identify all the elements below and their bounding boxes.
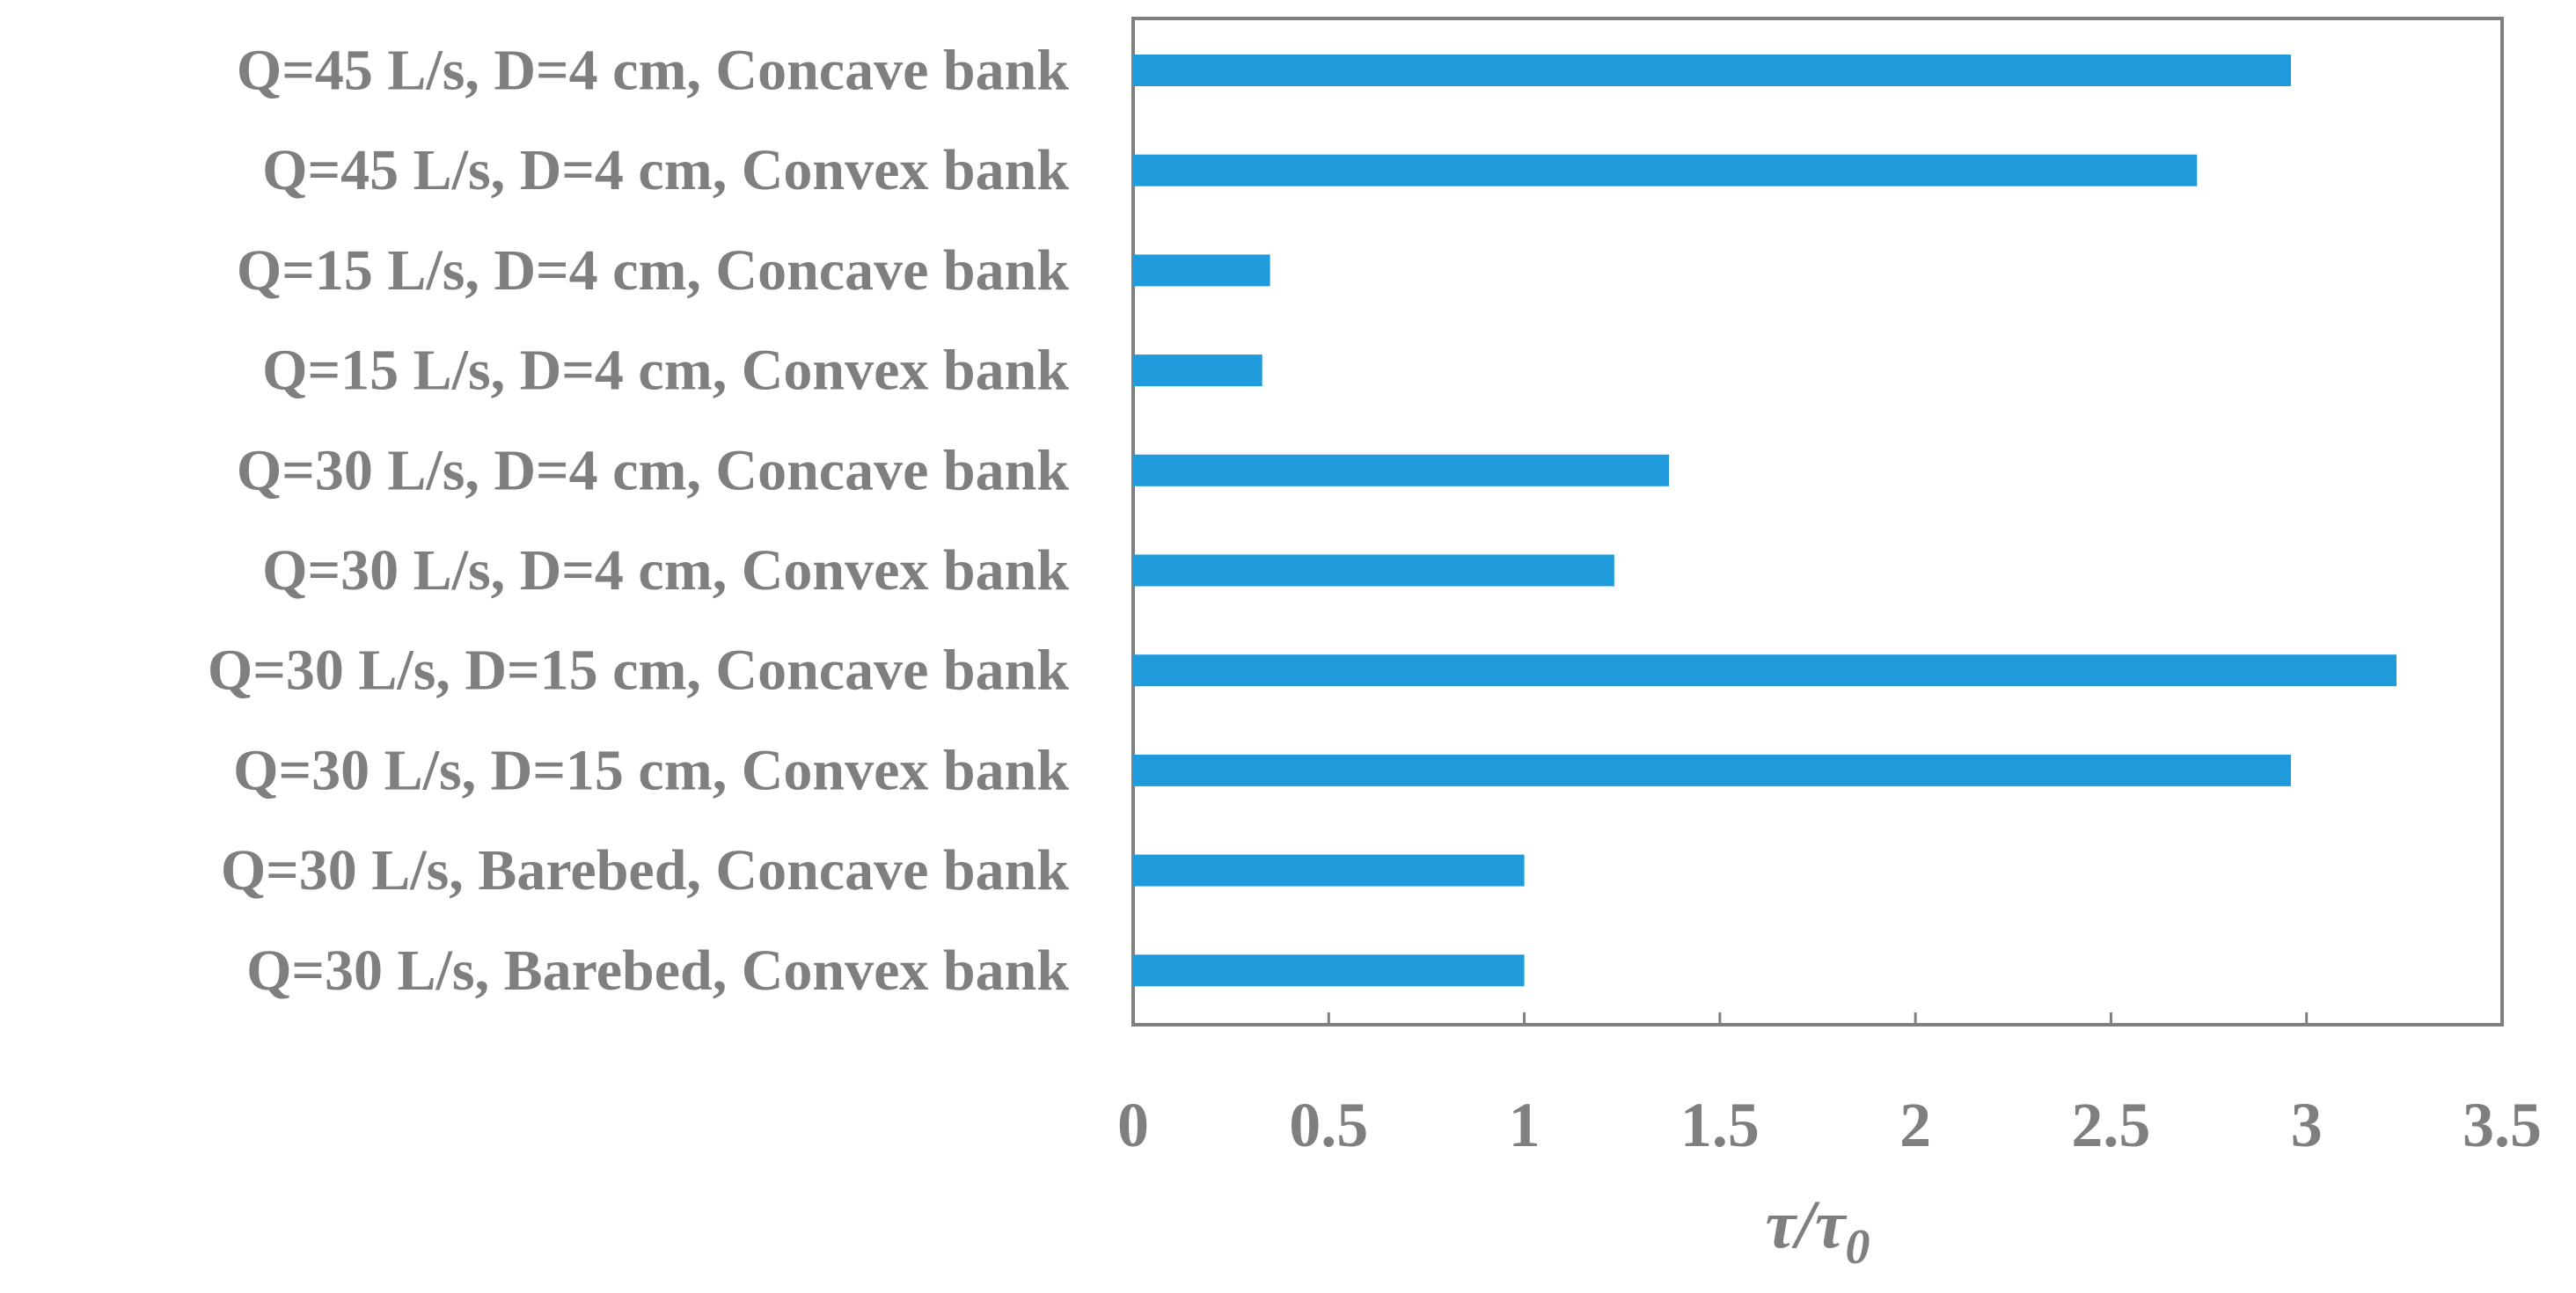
bar bbox=[1133, 954, 1525, 987]
bar bbox=[1133, 554, 1614, 587]
bar-series bbox=[1133, 55, 2397, 987]
bar bbox=[1133, 354, 1262, 387]
x-axis-tick-label: 1.5 bbox=[1680, 1090, 1760, 1160]
category-label: Q=30 L/s, Barebed, Convex bank bbox=[246, 939, 1069, 1003]
category-label: Q=30 L/s, D=4 cm, Concave bank bbox=[237, 438, 1069, 502]
x-axis-tick-labels: 0 0.5 1 1.5 2 2.5 3 3.5 bbox=[1117, 1090, 2542, 1160]
bar bbox=[1133, 454, 1670, 486]
category-label: Q=30 L/s, D=15 cm, Convex bank bbox=[233, 738, 1069, 802]
x-axis-tick-label: 2.5 bbox=[2071, 1090, 2150, 1160]
category-label: Q=30 L/s, Barebed, Concave bank bbox=[221, 838, 1069, 902]
x-axis-title-main: τ/τ bbox=[1766, 1186, 1848, 1262]
category-label: Q=45 L/s, D=4 cm, Convex bank bbox=[262, 138, 1069, 202]
x-axis-tick-label: 2 bbox=[1899, 1090, 1931, 1160]
bar bbox=[1133, 55, 2291, 86]
x-axis-tick-label: 0.5 bbox=[1289, 1090, 1368, 1160]
bar bbox=[1133, 254, 1270, 287]
plot-frame bbox=[1131, 17, 2504, 1026]
x-axis-tick-label: 0 bbox=[1117, 1090, 1149, 1160]
category-label: Q=30 L/s, D=15 cm, Concave bank bbox=[208, 639, 1069, 703]
x-axis-tick-label: 3.5 bbox=[2463, 1090, 2542, 1160]
bar bbox=[1133, 854, 1525, 887]
x-axis-tick-label: 3 bbox=[2291, 1090, 2323, 1160]
category-label: Q=45 L/s, D=4 cm, Concave bank bbox=[237, 39, 1069, 103]
bar bbox=[1133, 154, 2198, 186]
category-label: Q=30 L/s, D=4 cm, Convex bank bbox=[262, 538, 1069, 603]
x-axis-ticks bbox=[1131, 1012, 2504, 1025]
x-axis-title: τ/τ0 bbox=[1766, 1186, 1870, 1275]
x-axis-title-subscript: 0 bbox=[1845, 1220, 1870, 1275]
category-labels: Q=45 L/s, D=4 cm, Concave bank Q=45 L/s, … bbox=[208, 39, 1069, 1003]
category-label: Q=15 L/s, D=4 cm, Convex bank bbox=[262, 339, 1069, 403]
bar bbox=[1133, 654, 2397, 687]
category-label: Q=15 L/s, D=4 cm, Concave bank bbox=[237, 238, 1069, 303]
x-axis-tick-label: 1 bbox=[1509, 1090, 1540, 1160]
bar bbox=[1133, 754, 2291, 786]
